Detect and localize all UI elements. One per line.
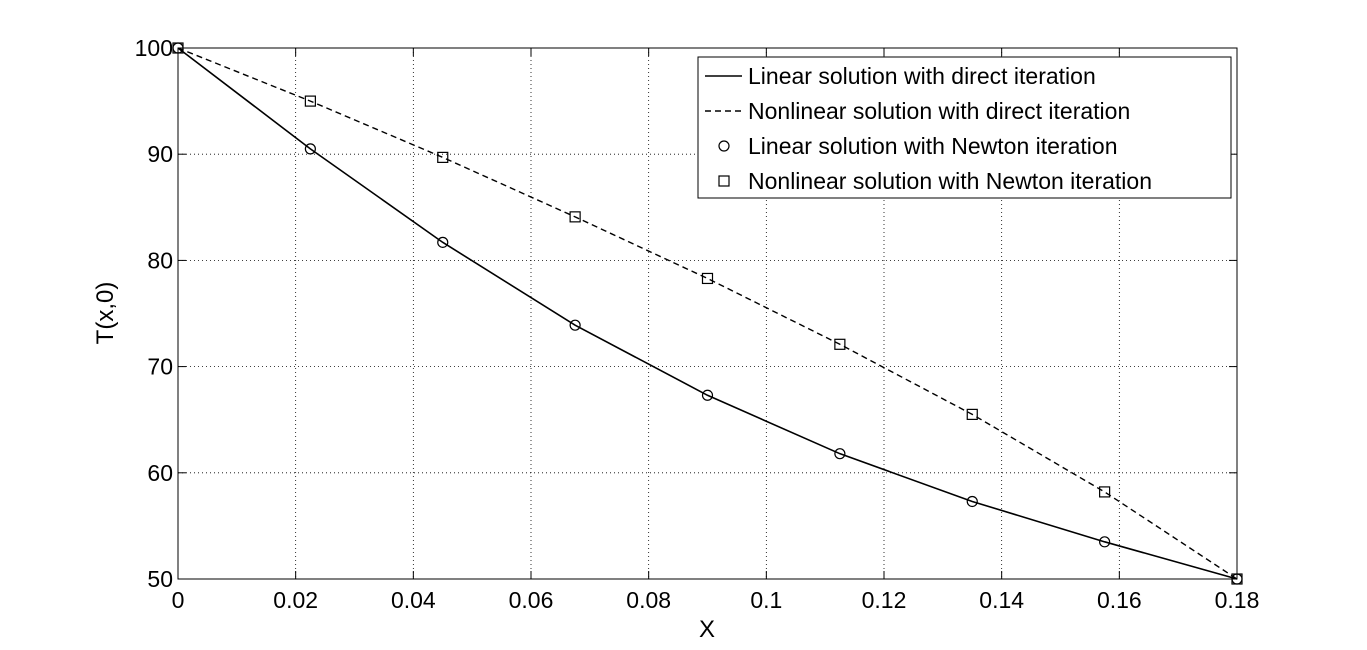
circle-marker — [1099, 536, 1111, 548]
square-marker — [569, 211, 581, 223]
x-axis-label: X — [699, 616, 715, 643]
circle-marker — [834, 448, 846, 460]
x-tick-label: 0.16 — [1097, 587, 1142, 613]
x-tick-label: 0.1 — [750, 587, 782, 613]
legend-box — [697, 56, 1232, 199]
legend-swatch-linear-newton — [718, 140, 730, 152]
circle-marker — [437, 236, 449, 248]
y-axis-label: T(x,0) — [92, 282, 119, 345]
x-tick-label: 0.08 — [626, 587, 671, 613]
series-line-0 — [177, 47, 1238, 580]
legend-label-linear-newton: Linear solution with Newton iteration — [748, 133, 1117, 159]
legend-swatch-nonlinear-newton — [718, 175, 730, 187]
y-tick-label: 60 — [147, 460, 173, 486]
y-tick-label: 90 — [147, 141, 173, 167]
x-tick-label: 0.18 — [1215, 587, 1260, 613]
y-tick-label: 70 — [147, 354, 173, 380]
y-tick-label: 50 — [147, 566, 173, 592]
legend: Linear solution with direct iteration No… — [697, 56, 1232, 199]
legend-label-nonlinear-newton: Nonlinear solution with Newton iteration — [748, 168, 1152, 194]
legend-label-linear-direct: Linear solution with direct iteration — [748, 63, 1096, 89]
square-marker — [701, 272, 714, 285]
circle-marker — [966, 495, 978, 508]
plot-frame — [177, 47, 1238, 580]
square-marker — [966, 408, 978, 420]
legend-label-nonlinear-direct: Nonlinear solution with direct iteration — [748, 98, 1130, 124]
x-tick-label: 0 — [172, 587, 185, 613]
circle-marker — [569, 319, 581, 331]
square-marker — [834, 338, 846, 350]
square-marker — [437, 151, 449, 163]
x-tick-label: 0.06 — [509, 587, 554, 613]
y-tick-label: 100 — [135, 35, 173, 61]
y-tick-label: 80 — [147, 247, 173, 273]
x-tick-label: 0.12 — [862, 587, 907, 613]
x-tick-label: 0.04 — [391, 587, 436, 613]
circle-marker — [701, 389, 714, 401]
square-marker — [1099, 486, 1111, 498]
square-marker — [304, 95, 316, 107]
circle-marker — [304, 143, 316, 155]
x-tick-label: 0.02 — [273, 587, 318, 613]
tick-labels: 0 0.02 0.04 0.06 0.08 0.1 0.12 0.14 0.16 0.18 50 60… — [135, 35, 1260, 613]
series-line-1 — [177, 47, 1238, 580]
x-tick-label: 0.14 — [979, 587, 1024, 613]
